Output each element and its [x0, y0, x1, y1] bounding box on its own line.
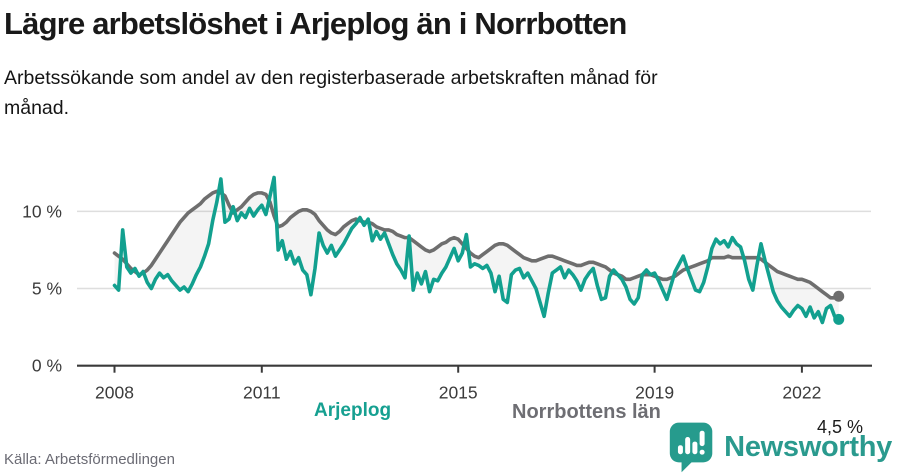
y-tick-label: 0 %	[32, 356, 62, 376]
end-dot-arjeplog	[833, 313, 845, 325]
y-tick-label: 5 %	[32, 279, 62, 299]
line-arjeplog	[112, 175, 841, 325]
chart-svg: 2008 2011 2015 2019 2022 0 % 5 % 10 %	[22, 175, 872, 403]
newsworthy-brand: Newsworthy	[668, 420, 892, 474]
end-value-label-norrbotten: 4,5 %	[817, 417, 864, 437]
newsworthy-logo-icon	[669, 422, 713, 473]
subtitle-line-1: Arbetssökande som andel av den registerb…	[4, 67, 658, 89]
chart-subtitle: Arbetssökande som andel av den registerb…	[4, 63, 864, 123]
series-label-norrbotten: Norrbottens län	[512, 401, 661, 423]
x-tick-label: 2019	[635, 383, 674, 403]
end-dot-norrbotten	[833, 290, 845, 302]
x-tick-label: 2015	[439, 383, 478, 403]
source-attribution: Källa: Arbetsförmedlingen	[4, 451, 175, 468]
line-chart: 2008 2011 2015 2019 2022 0 % 5 % 10 % Arjeplog …	[0, 155, 900, 437]
x-tick-label: 2022	[782, 383, 821, 403]
newsworthy-wordmark: Newsworthy	[724, 430, 892, 463]
x-tick-label: 2011	[243, 383, 281, 403]
page-title: Lägre arbetslöshet i Arjeplog än i Norrb…	[4, 6, 627, 41]
series-label-arjeplog: Arjeplog	[314, 400, 392, 421]
x-tick-label: 2008	[95, 383, 134, 403]
y-tick-label: 10 %	[22, 201, 62, 221]
subtitle-line-2: månad.	[4, 97, 70, 119]
